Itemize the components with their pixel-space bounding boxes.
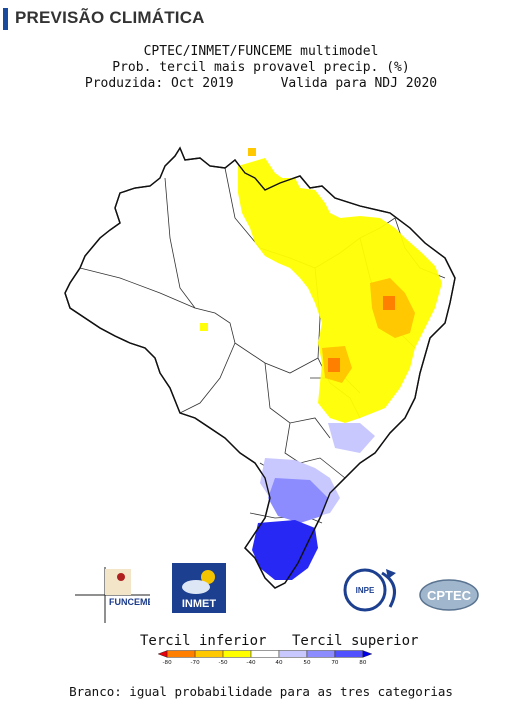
map-title-line2: Prob. tercil mais provavel precip. (%) [112,60,410,75]
legend-swatch [166,650,196,658]
lower-tercile-70-region [328,296,395,372]
upper-tercile-50-region [268,478,328,523]
inmet-logo: INMET [172,563,226,613]
legend-arrow-right [362,650,373,658]
map-dates-line: Produzida: Oct 2019 Valida para NDJ 2020 [0,76,522,92]
inpe-logo: INPE [343,568,396,612]
funceme-logo: FUNCEME [75,567,150,623]
cptec-logo: CPTEC [419,579,479,611]
header-accent-bar [3,8,8,30]
legend-swatch [334,650,364,658]
legend-swatch [222,650,252,658]
legend-tick-label: -70 [191,660,201,666]
map-produced-date: Produzida: Oct 2019 [84,76,234,91]
legend-tick-label: -80 [163,660,173,666]
legend-tick-label: 40 [275,660,283,666]
inpe-logo-text: INPE [356,586,375,595]
legend-tick-label: 80 [359,660,367,666]
legend-footer-note: Branco: igual probabilidade para as tres… [69,684,453,699]
brazil-forecast-map [64,146,456,589]
funceme-logo-text: FUNCEME [109,597,150,607]
upper-tercile-70-region [252,520,318,580]
legend-swatch [194,650,224,658]
legend-tick-label: 50 [303,660,311,666]
legend-tick-label: 70 [331,660,339,666]
cptec-logo-text: CPTEC [427,588,472,603]
legend-arrow-left [157,650,168,658]
legend-upper-label: Tercil superior [292,633,419,649]
map-valid-period: Valida para NDJ 2020 [280,76,438,91]
map-title-block: CPTEC/INMET/FUNCEME multimodel Prob. ter… [0,44,522,92]
legend-color-bar: -80 -70 -50 -40 40 50 70 80 [157,650,373,666]
legend-lower-label: Tercil inferior [140,633,267,649]
inmet-logo-text: INMET [182,598,217,610]
legend-tick-label: -40 [246,660,256,666]
legend-tick-label: -50 [218,660,228,666]
legend-swatch [306,650,336,658]
page-header: PREVISÃO CLIMÁTICA [0,0,522,36]
lower-tercile-40-region [200,158,442,423]
page-title: PREVISÃO CLIMÁTICA [15,8,205,27]
legend-swatch [278,650,308,658]
map-title-line1: CPTEC/INMET/FUNCEME multimodel [143,44,379,59]
legend-swatch [250,650,280,658]
